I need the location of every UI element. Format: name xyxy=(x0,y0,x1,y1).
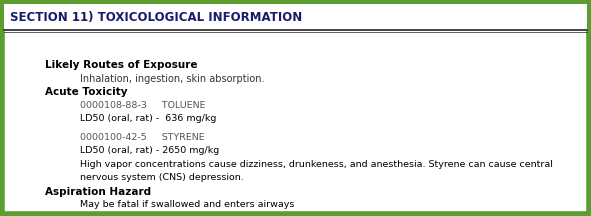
Text: 0000100-42-5     STYRENE: 0000100-42-5 STYRENE xyxy=(80,133,204,142)
Text: Inhalation, ingestion, skin absorption.: Inhalation, ingestion, skin absorption. xyxy=(80,73,265,84)
Text: LD50 (oral, rat) - 2650 mg/kg: LD50 (oral, rat) - 2650 mg/kg xyxy=(80,146,219,155)
Text: May be fatal if swallowed and enters airways: May be fatal if swallowed and enters air… xyxy=(80,200,294,209)
Text: 0000108-88-3     TOLUENE: 0000108-88-3 TOLUENE xyxy=(80,100,206,110)
Text: Aspiration Hazard: Aspiration Hazard xyxy=(45,187,151,197)
Bar xyxy=(4,4,587,30)
Text: Likely Routes of Exposure: Likely Routes of Exposure xyxy=(45,60,197,70)
Text: High vapor concentrations cause dizziness, drunkeness, and anesthesia. Styrene c: High vapor concentrations cause dizzines… xyxy=(80,160,553,169)
Text: LD50 (oral, rat) -  636 mg/kg: LD50 (oral, rat) - 636 mg/kg xyxy=(80,114,216,123)
Text: Acute Toxicity: Acute Toxicity xyxy=(45,87,128,97)
Text: nervous system (CNS) depression.: nervous system (CNS) depression. xyxy=(80,173,243,182)
Text: SECTION 11) TOXICOLOGICAL INFORMATION: SECTION 11) TOXICOLOGICAL INFORMATION xyxy=(10,11,302,24)
